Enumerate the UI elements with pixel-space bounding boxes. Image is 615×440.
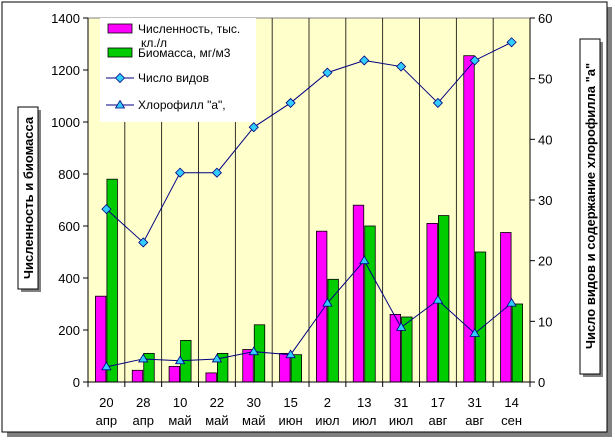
legend-label-biomass: Биомасса, мг/м3 — [138, 46, 231, 60]
x-tick-label-month: май — [205, 413, 228, 428]
x-tick-label-day: 14 — [504, 395, 518, 410]
point-chlorophyll — [469, 328, 480, 337]
x-tick-label-month: апр — [133, 413, 155, 428]
x-tick-label-month: апр — [96, 413, 118, 428]
x-tick-label-month: июн — [278, 413, 302, 428]
point-species — [285, 97, 296, 108]
legend-label-count-line1: Численность, тыс. — [138, 22, 240, 36]
right-axis-tick-label: 20 — [538, 254, 552, 269]
point-chlorophyll — [432, 294, 444, 304]
point-chlorophyll — [359, 255, 370, 265]
point-chlorophyll — [322, 297, 333, 307]
point-chlorophyll — [248, 346, 259, 356]
bar-count — [168, 365, 180, 383]
left-axis-tick-label: 1000 — [51, 115, 80, 130]
x-tick-label-day: 13 — [357, 395, 371, 410]
legend-label-chlorophyll: Хлорофилл "а", — [138, 98, 226, 112]
left-axis-tick-label: 200 — [58, 323, 80, 338]
left-axis-tick-label: 800 — [58, 167, 80, 182]
x-tick-label-day: 17 — [431, 395, 445, 410]
x-tick-label-month: май — [242, 413, 265, 428]
x-tick-label-month: июл — [389, 413, 413, 428]
x-tick-label-day: 15 — [283, 395, 297, 410]
left-axis-title-box: Численность и биомасса — [17, 106, 41, 292]
line-series — [101, 37, 517, 371]
point-chlorophyll — [138, 353, 149, 363]
point-chlorophyll — [211, 353, 223, 363]
bar-biomass — [290, 354, 302, 383]
legend-label-species: Число видов — [138, 71, 209, 85]
legend-marker-species — [114, 72, 126, 84]
point-species — [175, 167, 186, 178]
line-species — [106, 41, 512, 244]
legend-marker-chlorophyll — [114, 99, 126, 109]
right-axis-title-frame — [579, 38, 601, 375]
point-species — [322, 67, 333, 78]
point-species — [469, 55, 480, 66]
right-axis-tick-label: 10 — [538, 314, 552, 329]
axes: 0 200 400 600 800 1000 1200 1400 0 10 20 30 40 50 60 — [51, 11, 552, 390]
legend-swatch-biomass — [107, 47, 133, 58]
left-axis-title-frame — [17, 106, 39, 290]
x-tick-label-month: авг — [428, 413, 447, 428]
point-species — [248, 122, 259, 133]
point-species — [359, 55, 370, 66]
x-tick-label-day: 28 — [136, 395, 150, 410]
legend: Численность, тыс. кл./л Биомасса, мг/м3 … — [100, 18, 256, 122]
x-tick-label-day: 22 — [210, 395, 224, 410]
point-species — [396, 61, 407, 72]
x-tick-label-month: май — [168, 413, 191, 428]
bar-count — [131, 369, 144, 383]
bar-count — [205, 372, 217, 383]
point-species — [506, 37, 517, 48]
right-axis-tick-label: 40 — [538, 132, 552, 147]
point-species — [101, 204, 112, 215]
x-tick-label-month: авг — [465, 413, 484, 428]
left-axis-tick-label: 400 — [58, 271, 80, 286]
point-chlorophyll — [506, 297, 517, 307]
bar-count — [352, 204, 365, 383]
left-axis-tick-label: 600 — [58, 219, 80, 234]
x-tick-label-day: 20 — [99, 395, 113, 410]
point-chlorophyll — [101, 361, 112, 371]
right-axis-tick-label: 0 — [538, 375, 545, 390]
bar-biomass — [511, 303, 523, 383]
bar-biomass — [327, 278, 339, 383]
left-axis-tick-label: 1400 — [51, 11, 80, 26]
x-tick-label-day: 31 — [468, 395, 482, 410]
legend-swatch-count — [107, 23, 133, 34]
x-axis-labels: 20 апр 28 апр 10 май 22 май 30 май 15 июн 2 июл 13 июл 3… — [96, 395, 522, 428]
line-chlorophyll — [106, 259, 512, 368]
right-axis-tick-label: 30 — [538, 193, 552, 208]
x-tick-label-month: июл — [352, 413, 376, 428]
point-species — [211, 167, 222, 178]
point-species — [432, 97, 443, 108]
left-axis-tick-label: 0 — [73, 375, 80, 390]
point-chlorophyll — [285, 349, 296, 359]
left-axis-tick-label: 1200 — [51, 63, 80, 78]
right-axis-title: Число видов и содержание хлорофилла "а" — [583, 63, 598, 349]
bar-biomass — [474, 251, 487, 383]
legend-label-count-line2: кл./л — [141, 36, 167, 50]
x-tick-label-day: 2 — [324, 395, 331, 410]
x-tick-label-day: 10 — [173, 395, 187, 410]
left-axis-title: Численность и биомасса — [21, 116, 36, 279]
point-chlorophyll — [174, 355, 186, 365]
bar-biomass — [364, 225, 376, 383]
point-species — [138, 237, 149, 248]
point-chlorophyll — [395, 322, 407, 331]
right-axis-tick-label: 60 — [538, 11, 552, 26]
right-axis-tick-label: 50 — [538, 72, 552, 87]
x-tick-label-month: сен — [501, 413, 522, 428]
right-axis-title-box: Число видов и содержание хлорофилла "а" — [579, 38, 603, 377]
x-tick-label-day: 30 — [247, 395, 261, 410]
x-tick-label-day: 31 — [394, 395, 408, 410]
x-tick-label-month: июл — [315, 413, 339, 428]
